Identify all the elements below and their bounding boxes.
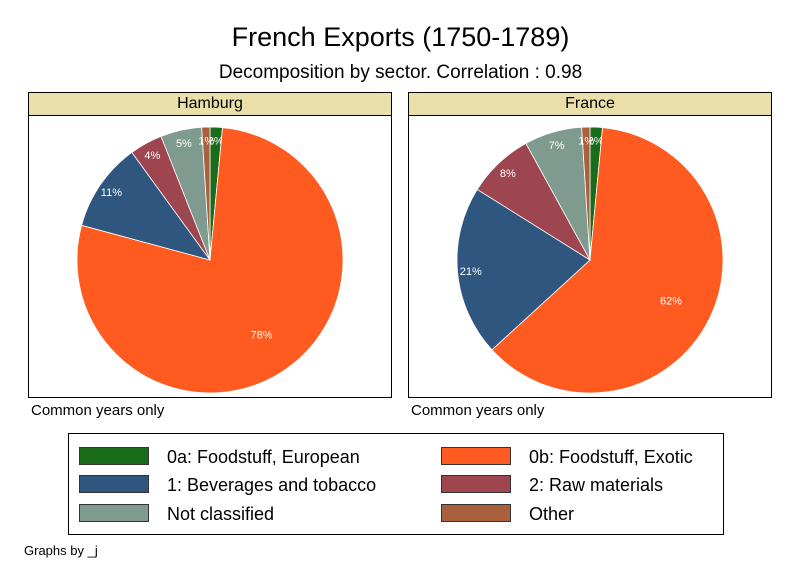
slice-label: 7% — [549, 140, 565, 152]
pie-panel-hamburg: Hamburg 2% 78% 11% 4% 5% 1% — [28, 92, 392, 398]
legend-swatch — [79, 475, 149, 493]
panel-note: Common years only — [411, 402, 545, 419]
pie-slice — [491, 127, 724, 394]
legend-swatch — [441, 504, 511, 522]
legend-label: 0a: Foodstuff, European — [167, 447, 360, 467]
pie-slice — [456, 188, 591, 351]
slice-label: 78% — [250, 329, 272, 341]
legend-label: 2: Raw materials — [529, 475, 664, 495]
legend-label: Not classified — [167, 504, 275, 524]
legend: 0a: Foodstuff, European 0b: Foodstuff, E… — [68, 433, 724, 535]
legend-swatch — [441, 447, 511, 465]
slice-label: 4% — [144, 150, 160, 162]
slice-label: 1% — [198, 135, 214, 147]
slice-label: 2% — [208, 135, 224, 147]
slice-label: 21% — [460, 266, 482, 278]
chart-title: French Exports (1750-1789) — [231, 22, 570, 52]
byline: Graphs by _j — [24, 543, 98, 558]
slice-label: 8% — [500, 168, 516, 180]
slice-label: 11% — [101, 187, 122, 199]
pie-chart-france: 2% 62% 21% 8% 7% 1% — [456, 126, 724, 394]
slice-label: 62% — [660, 295, 682, 307]
pie-chart-hamburg: 2% 78% 11% 4% 5% 1% — [76, 126, 344, 394]
legend-label: 1: Beverages and tobacco — [167, 475, 377, 495]
slice-label: 5% — [176, 138, 192, 150]
legend-label: Other — [529, 504, 575, 524]
chart-subtitle: Decomposition by sector. Correlation : 0… — [218, 62, 583, 83]
pie-slice — [201, 126, 211, 261]
panel-note: Common years only — [31, 402, 165, 419]
legend-swatch — [441, 475, 511, 493]
slice-label: 1% — [578, 135, 594, 147]
pie-slice — [81, 151, 211, 261]
slice-label: 2% — [588, 135, 604, 147]
legend-swatch — [79, 504, 149, 522]
legend-swatch — [79, 447, 149, 465]
pie-panel-france: France 2% 62% 21% 8% 7% 1% — [408, 92, 772, 398]
pie-slice — [581, 126, 591, 261]
panel-title: France — [409, 93, 771, 116]
legend-label: 0b: Foodstuff, Exotic — [529, 447, 693, 467]
panel-title: Hamburg — [29, 93, 391, 116]
